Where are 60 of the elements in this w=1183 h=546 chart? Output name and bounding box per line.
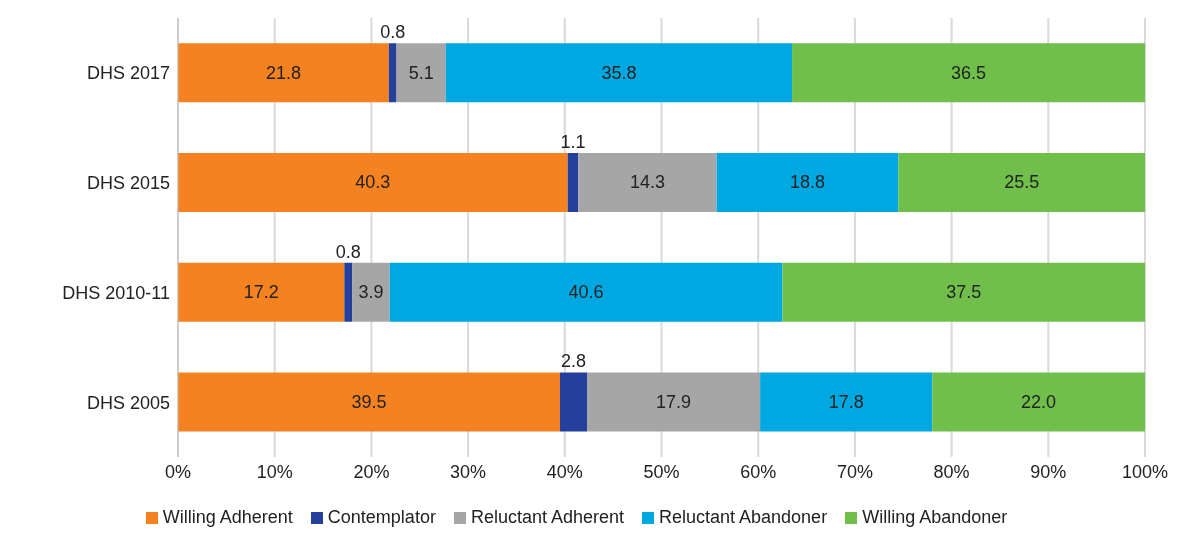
data-label: 40.3 <box>355 172 391 193</box>
x-tick-label: 40% <box>546 461 583 482</box>
x-tick-label: 100% <box>1121 461 1169 482</box>
x-tick-label: 10% <box>256 461 293 482</box>
data-label: 17.8 <box>828 391 864 412</box>
data-label: 5.1 <box>408 62 434 83</box>
bar <box>352 262 390 322</box>
bar <box>898 152 1145 212</box>
data-label: 39.5 <box>351 391 387 412</box>
bar <box>396 43 446 103</box>
data-label: 22.0 <box>1021 391 1057 412</box>
bar <box>445 43 793 103</box>
x-tick-label: 90% <box>1030 461 1067 482</box>
data-label: 37.5 <box>946 282 982 303</box>
bar <box>388 43 397 103</box>
legend-label: Willing Abandoner <box>861 507 1008 528</box>
bar <box>178 372 560 432</box>
x-tick-label: 80% <box>933 461 970 482</box>
legend-label: Reluctant Adherent <box>469 507 624 528</box>
bar <box>792 43 1145 103</box>
bar <box>559 372 588 432</box>
data-label: 3.9 <box>358 282 384 303</box>
bar <box>782 262 1145 322</box>
bar <box>178 152 568 212</box>
y-tick-label: DHS 2017 <box>86 63 170 84</box>
y-tick-label: DHS 2010-11 <box>62 282 170 303</box>
bar <box>932 372 1145 432</box>
bar <box>344 262 353 322</box>
data-label: 35.8 <box>601 62 637 83</box>
data-label: 18.8 <box>789 172 826 193</box>
bar <box>578 152 717 212</box>
bar <box>760 372 933 432</box>
data-label: 1.1 <box>560 131 586 152</box>
x-tick-label: 0% <box>164 461 192 482</box>
data-label: 2.8 <box>560 351 587 372</box>
x-tick-label: 60% <box>740 461 777 482</box>
data-label: 40.6 <box>568 282 604 303</box>
data-label: 0.8 <box>380 22 406 43</box>
legend-label: Reluctant Abandoner <box>658 507 828 528</box>
x-tick-label: 70% <box>836 461 873 482</box>
x-tick-label: 20% <box>353 461 390 482</box>
legend-label: Willing Adherent <box>161 507 293 528</box>
legend-label: Contemplator <box>326 507 436 528</box>
bar <box>716 152 899 212</box>
data-label: 0.8 <box>335 241 361 262</box>
bar <box>178 262 345 322</box>
y-tick-label: DHS 2015 <box>86 173 170 194</box>
data-label: 25.5 <box>1004 172 1040 193</box>
data-label: 17.9 <box>656 391 692 412</box>
bar <box>178 43 389 103</box>
bar <box>587 372 761 432</box>
data-label: 17.2 <box>243 282 279 303</box>
bar <box>389 262 783 322</box>
data-label: 14.3 <box>629 172 665 193</box>
x-tick-label: 30% <box>450 461 487 482</box>
x-tick-label: 50% <box>643 461 680 482</box>
bar <box>567 152 579 212</box>
data-label: 36.5 <box>951 62 987 83</box>
data-label: 21.8 <box>265 62 301 83</box>
y-tick-label: DHS 2005 <box>86 392 170 413</box>
